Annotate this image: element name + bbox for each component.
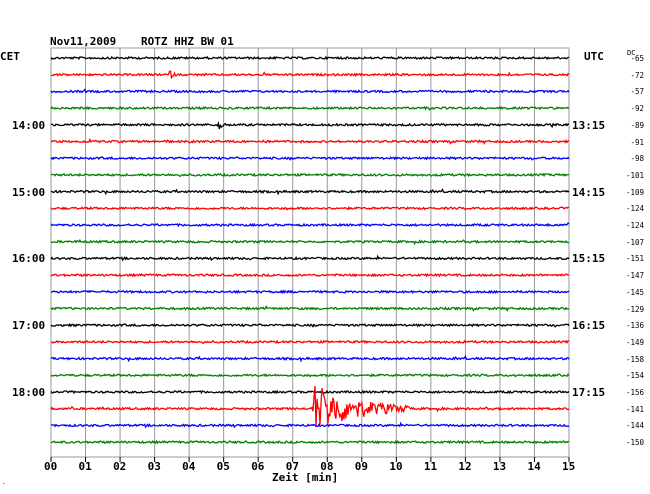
x-tick-label: 05 [216,460,230,473]
trace-row-16 [50,322,570,328]
trace-row-17 [50,339,569,345]
corner-mark: . [2,479,6,486]
dc-offset-label: -147 [625,271,644,281]
x-tick-label: 11 [423,460,438,473]
dc-offset-label: -129 [625,304,644,314]
left-time-label: 15:00 [12,185,46,199]
dc-offset-label: -124 [625,204,644,214]
trace-row-15 [50,304,570,312]
right-time-label: 16:15 [572,319,606,333]
right-time-label: 15:15 [572,252,606,266]
x-tick-label: 13 [492,460,507,473]
time-grid [50,47,570,458]
left-time-label: 18:00 [12,386,46,399]
right-time-label: 14:15 [572,185,606,199]
dc-offset-label: -101 [625,170,644,180]
trace-row-21 [50,386,570,427]
trace-row-12 [50,254,570,262]
x-tick-label: 06 [251,460,265,473]
dc-offset-label: -158 [625,354,644,364]
x-tick-label: 02 [113,460,127,473]
dc-offset-label: -109 [625,187,644,197]
dc-label: DC [627,49,636,57]
dc-offset-label: -107 [625,237,644,247]
trace-row-2 [50,88,570,94]
dc-offset-label: -91 [630,137,644,147]
trace-row-0 [50,55,570,61]
x-tick-label: 09 [354,460,369,473]
x-tick-label: 03 [147,460,161,473]
dc-offset-label: -154 [625,371,644,381]
trace-row-1 [51,70,570,80]
trace-row-9 [50,206,570,211]
trace-row-13 [50,272,570,278]
dc-offset-label: -72 [630,70,644,80]
x-tick-label: 10 [389,460,403,473]
dc-offset-label: -136 [625,321,644,331]
left-zone-label: CET [0,50,20,63]
dc-offset-label: -151 [625,254,644,264]
dc-offset-label: -156 [625,388,644,397]
trace-row-10 [50,222,570,228]
dc-offset-label: -144 [625,421,644,431]
trace-row-5 [50,137,570,145]
x-tick-label: 14 [527,460,541,473]
trace-row-6 [50,156,570,161]
left-time-label: 16:00 [12,252,46,266]
x-axis-label: Zeit [min] [272,471,339,484]
dc-offset-label: -149 [625,337,644,347]
plot-frame [50,47,570,458]
x-tick-label: 01 [78,460,92,473]
left-time-label: 17:00 [12,319,46,333]
x-tick-label: 04 [182,460,196,473]
left-time-label: 14:00 [12,118,46,132]
x-tick-label: 08 [320,460,334,473]
x-tick-label: 00 [44,460,58,473]
x-axis-ticks [50,457,570,462]
x-tick-label: 07 [285,460,299,473]
trace-row-23 [50,439,570,445]
trace-row-22 [50,421,570,429]
trace-row-11 [50,238,569,246]
dc-offset-label: -145 [625,287,644,297]
trace-row-7 [50,172,569,178]
dc-offset-label: -141 [625,404,644,414]
dc-offset-label: -98 [630,154,644,164]
seismic-traces [50,55,570,445]
header-date: Nov11,2009 [50,35,117,48]
dc-offset-label: -89 [630,120,644,130]
trace-row-20 [50,389,570,395]
x-tick-label: 12 [458,460,472,473]
dc-offset-label: -92 [630,104,644,114]
dc-offset-label: -150 [625,438,644,448]
dc-offset-label: -57 [630,87,644,97]
dc-offset-label: -65 [630,54,644,63]
trace-row-8 [50,188,570,196]
trace-row-4 [50,120,570,130]
header-station: ROTZ HHZ BW 01 [141,35,234,48]
trace-row-18 [50,355,570,363]
right-time-label: 17:15 [572,386,606,399]
dc-offset-label: -124 [625,221,644,230]
trace-row-3 [50,105,570,111]
right-time-label: 13:15 [572,118,606,132]
trace-row-19 [50,373,570,378]
right-zone-label: UTC [584,50,604,63]
x-tick-label: 15 [562,460,576,473]
trace-row-14 [50,289,570,295]
